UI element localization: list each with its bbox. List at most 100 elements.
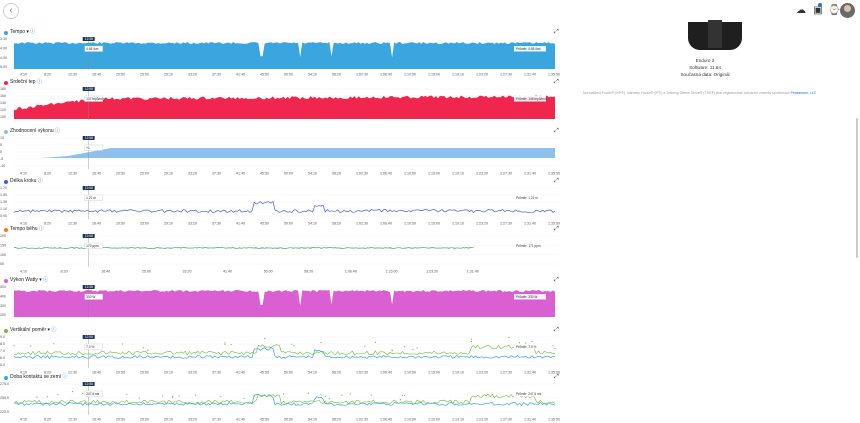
cursor-time-badge [82, 186, 95, 190]
chart-svg[interactable]: 3:30 4:00 4:30 5:00 4:10 8:20 12:30 16:40 20:50 2… [0, 37, 570, 77]
chart-svg[interactable]: 9.0 8.0 7.0 6.0 5.0 4:10 8:20 12:30 16:40 20:50 25… [0, 335, 570, 375]
back-button[interactable]: ‹ [3, 3, 19, 19]
info-icon[interactable]: ⓘ [36, 178, 43, 184]
tooltip-box [84, 144, 103, 151]
series-color-dot [4, 179, 8, 184]
data-point [399, 399, 401, 401]
chart-title[interactable]: Srdeční tep ⓘ [10, 79, 42, 85]
series-color-dot [4, 227, 8, 232]
x-tick-label: 1:27:30 [500, 172, 512, 176]
info-icon[interactable]: ⓘ [50, 327, 57, 333]
expand-icon[interactable]: ⤢ [554, 29, 559, 35]
y-tick-label: 5:00 [0, 65, 7, 69]
cursor-time-badge [82, 37, 95, 41]
x-tick-label: 1:35:50 [548, 371, 560, 375]
y-tick-label: 0.90 [0, 214, 7, 218]
data-point [404, 346, 406, 348]
chart-title[interactable]: Délka kroku ⓘ [10, 178, 43, 184]
expand-icon[interactable]: ⤢ [554, 226, 559, 232]
data-point [126, 393, 128, 395]
cloud-sync-icon[interactable]: ☁ [796, 5, 806, 16]
x-tick-label: 1:06:40 [380, 172, 392, 176]
x-tick-label: 1:02:30 [356, 222, 368, 226]
data-point [320, 341, 322, 344]
peaksware-link[interactable]: Peaksware, LLC [790, 91, 817, 95]
y-tick-label: 140 [0, 101, 6, 105]
cursor-time-badge [82, 382, 95, 386]
info-icon[interactable]: ⓘ [53, 128, 61, 134]
inbox-icon[interactable]: ▣ [813, 5, 823, 16]
expand-icon[interactable]: ⤢ [554, 374, 559, 380]
chart-svg[interactable]: 1.70 1.50 1.30 1.10 0.90 4:10 8:20 12:30 16:40 20… [0, 186, 570, 226]
data-point [320, 394, 322, 396]
x-tick-label: 20:50 [116, 172, 125, 176]
data-point [230, 344, 232, 346]
info-icon[interactable]: ⓘ [35, 79, 42, 85]
average-badge [514, 96, 546, 102]
x-tick-label: 29:10 [164, 172, 173, 176]
x-tick-label: 37:30 [212, 371, 221, 375]
x-tick-label: 58:20 [332, 172, 341, 176]
chart-title[interactable]: Vertikální poměr ▾ ⓘ [10, 327, 57, 333]
y-tick-label: 1.50 [0, 193, 7, 197]
cursor-time-label: 12:58 [85, 186, 93, 190]
data-point [53, 343, 55, 345]
x-tick-label: 25:00 [140, 172, 149, 176]
chart-svg[interactable]: 500 400 300 200 12:58 330 W Průměr: 330 W [0, 285, 570, 325]
data-point [172, 395, 174, 397]
chart-svg[interactable]: 10 5 0 -5 -10 4:10 8:20 12:30 16:40 20:50 25:00 29:… [0, 136, 570, 176]
data-point [324, 395, 326, 397]
x-tick-label: 12:30 [68, 73, 77, 77]
expand-icon[interactable]: ⤢ [554, 327, 559, 333]
x-tick-label: 1:31:40 [524, 172, 536, 176]
chart-svg[interactable]: 200 150 100 50 4:10 8:20 16:40 25:00 33:20 41:40 5… [0, 234, 570, 274]
page-scrollbar[interactable] [856, 118, 858, 258]
cursor-time-badge [82, 87, 95, 91]
data-point [404, 394, 406, 396]
chart-svg[interactable]: 275.0 250.0 225.0 4:10 8:20 12:30 16:40 20:50 25… [0, 382, 570, 422]
expand-icon[interactable]: ⤢ [554, 79, 559, 85]
chart-svg[interactable]: 180 160 140 120 100 12:58 137 tepů/min Průměr: … [0, 87, 570, 127]
chart-title[interactable]: Tempo běhu ⓘ [10, 226, 44, 232]
info-icon[interactable]: ⓘ [41, 277, 49, 283]
expand-icon[interactable]: ⤢ [554, 277, 559, 283]
expand-icon[interactable]: ⤢ [554, 128, 559, 134]
x-tick-label: 1:02:30 [356, 418, 368, 422]
x-tick-label: 33:20 [188, 172, 197, 176]
watch-icon[interactable]: ⌚ [828, 5, 841, 16]
average-label: Průměr: 1,21 m [516, 196, 538, 200]
tooltip-value: 7,0 % [86, 345, 94, 349]
chart-title[interactable]: Doba kontaktu se zemí ⓘ [10, 374, 68, 380]
data-point [508, 336, 510, 338]
x-tick-label: 54:10 [308, 172, 317, 176]
data-point [374, 341, 376, 343]
data-point [82, 392, 84, 394]
x-tick-label: 45:50 [260, 73, 269, 77]
data-point [243, 397, 245, 399]
x-tick-label: 1:19:10 [452, 172, 464, 176]
avatar[interactable] [840, 3, 855, 18]
x-tick-label: 1:15:00 [428, 172, 440, 176]
info-icon[interactable]: ⓘ [28, 29, 36, 35]
data-point [30, 345, 32, 347]
chart-title[interactable]: Výkon Watty ▾ ⓘ [10, 277, 49, 283]
average-badge [514, 46, 546, 52]
tooltip-value: 1,21 m [86, 196, 96, 200]
x-tick-label: 1:27:30 [500, 222, 512, 226]
x-tick-label: 1:27:30 [500, 371, 512, 375]
data-point [328, 398, 330, 400]
info-icon[interactable]: ⓘ [61, 374, 68, 380]
chart-title[interactable]: Zhodnocení výkonu ⓘ [10, 128, 61, 134]
x-tick-label: 58:20 [304, 270, 313, 274]
info-icon[interactable]: ⓘ [37, 226, 44, 232]
series-line [13, 344, 556, 356]
x-tick-label: 1:23:20 [476, 222, 488, 226]
expand-icon[interactable]: ⤢ [554, 178, 559, 184]
x-tick-label: 1:23:20 [476, 418, 488, 422]
x-tick-label: 1:31:40 [524, 418, 536, 422]
chart-title[interactable]: Tempo ▾ ⓘ [10, 29, 36, 35]
x-tick-label: 50:00 [264, 270, 273, 274]
x-tick-label: 45:50 [260, 222, 269, 226]
tooltip-box [84, 343, 103, 350]
data-point [253, 395, 255, 397]
